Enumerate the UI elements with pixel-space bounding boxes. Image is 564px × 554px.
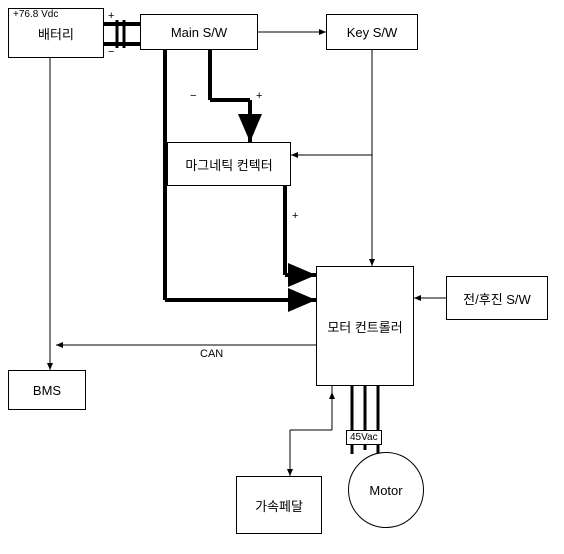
motor-controller-label: 모터 컨트롤러	[327, 317, 402, 336]
fwd-rev-sw-box: 전/후진 S/W	[446, 276, 548, 320]
plus-label-2: +	[256, 90, 262, 102]
fwd-rev-sw-label: 전/후진 S/W	[463, 289, 531, 308]
vac-label: 45Vac	[346, 430, 382, 445]
plus-label-1: +	[108, 10, 114, 22]
motor-circle: Motor	[348, 452, 424, 528]
main-sw-box: Main S/W	[140, 14, 258, 50]
motor-controller-box: 모터 컨트롤러	[316, 266, 414, 386]
minus-label-1: −	[108, 46, 114, 58]
magnetic-contactor-label: 마그네틱 컨텍터	[185, 155, 272, 174]
battery-box: +76.8 Vdc 배터리	[8, 8, 104, 58]
minus-label-2: −	[190, 90, 196, 102]
bms-label: BMS	[33, 383, 61, 398]
plus-label-3: +	[292, 210, 298, 222]
can-label: CAN	[200, 348, 223, 360]
main-sw-label: Main S/W	[171, 25, 227, 40]
magnetic-contactor-box: 마그네틱 컨텍터	[167, 142, 291, 186]
accelerator-box: 가속페달	[236, 476, 322, 534]
key-sw-label: Key S/W	[347, 25, 398, 40]
accelerator-label: 가속페달	[255, 496, 303, 515]
battery-voltage: +76.8 Vdc	[9, 9, 58, 20]
battery-label: 배터리	[38, 24, 74, 43]
key-sw-box: Key S/W	[326, 14, 418, 50]
motor-label: Motor	[369, 483, 402, 498]
bms-box: BMS	[8, 370, 86, 410]
